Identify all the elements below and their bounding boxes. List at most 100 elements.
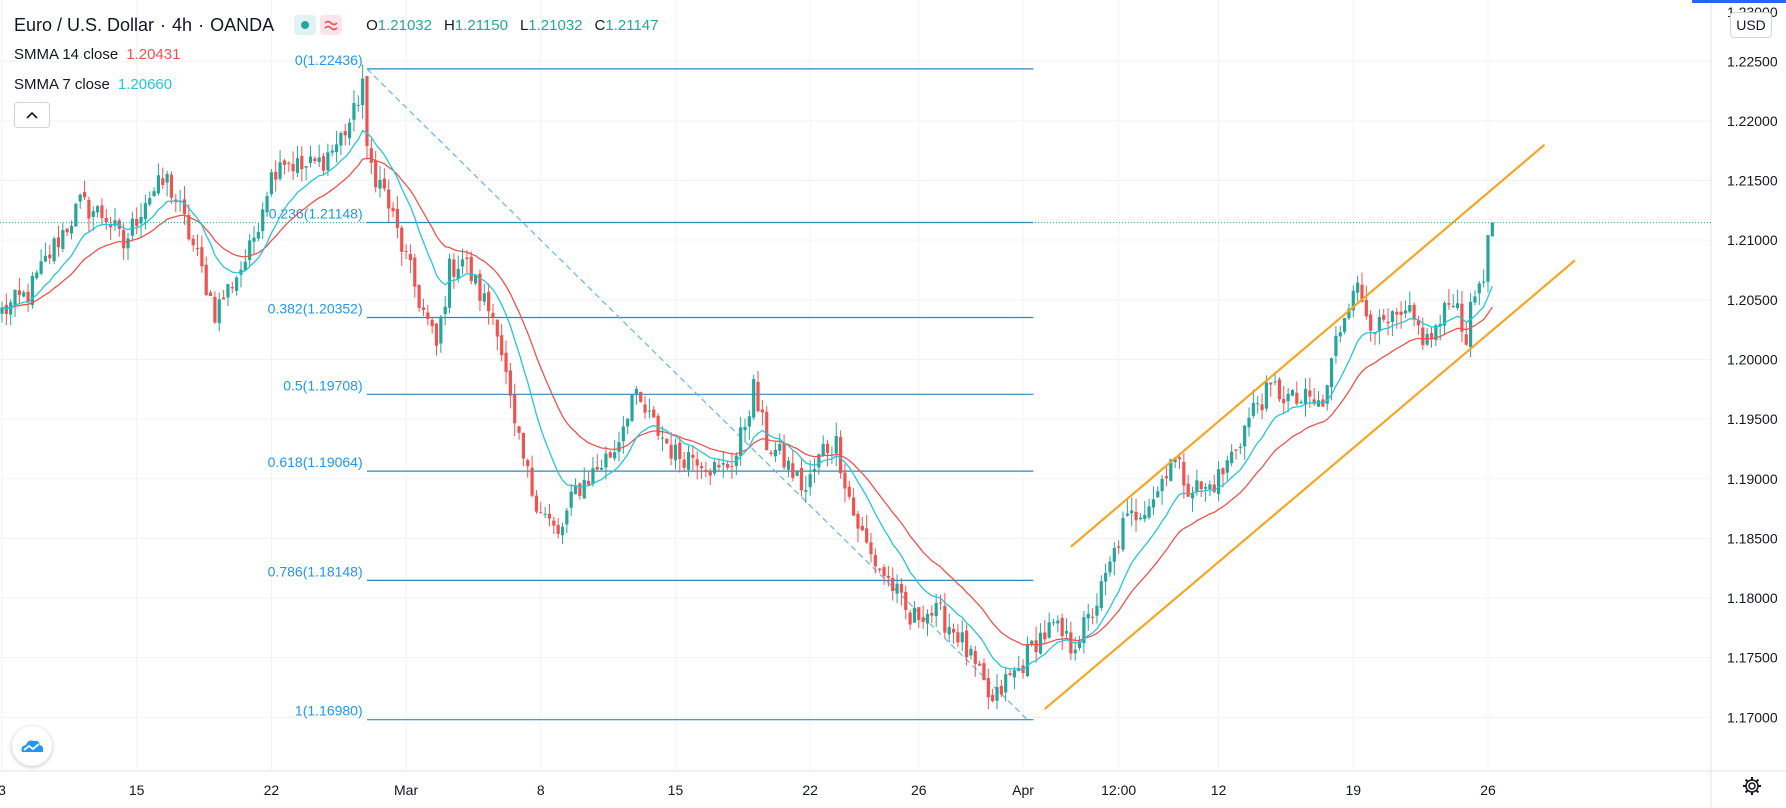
candle-body — [122, 230, 126, 249]
candle — [1047, 612, 1051, 639]
candle — [200, 235, 204, 273]
time-axis[interactable]: 3 15 22 Mar 8 15 22 26 Apr 12:00 12 19 26 — [0, 782, 1496, 798]
tradingview-logo-button[interactable] — [12, 726, 52, 766]
interval[interactable]: 4h — [172, 14, 193, 35]
candle — [1343, 317, 1347, 335]
fib-level-label: 1(1.16980) — [295, 703, 363, 719]
candle-body — [26, 291, 30, 303]
candle — [300, 146, 304, 182]
candle-body — [269, 172, 273, 195]
candle-body — [295, 158, 300, 173]
candle — [495, 319, 499, 351]
candle — [0, 301, 4, 323]
candle-body — [1073, 649, 1077, 654]
candle — [943, 592, 947, 638]
candle-body — [973, 651, 977, 664]
candle-body — [1408, 305, 1412, 312]
candle — [626, 418, 630, 435]
candle-body — [517, 426, 521, 433]
candle-body — [13, 289, 17, 305]
candle-body — [400, 227, 404, 252]
candle — [930, 605, 934, 624]
candle — [1473, 290, 1477, 306]
candle-body — [365, 76, 369, 147]
candle-body — [452, 259, 456, 277]
candle-body — [856, 513, 860, 529]
candle — [82, 180, 87, 201]
candle-body — [1308, 390, 1312, 397]
candle-body — [978, 663, 982, 666]
ohlc-low: L1.21032 — [519, 16, 583, 34]
candle-body — [930, 612, 934, 616]
candle — [1038, 623, 1043, 655]
candle-body — [912, 607, 917, 623]
candle — [1373, 332, 1377, 346]
price-axis[interactable]: 1.17000 1.17500 1.18000 1.18500 1.19000 1.195… — [1727, 4, 1778, 725]
indicator-smma7[interactable]: SMMA 7 close 1.20660 — [14, 76, 172, 93]
replay-approx-icon[interactable] — [320, 15, 343, 35]
candle-body — [226, 284, 230, 298]
candle-body — [1247, 417, 1251, 428]
candle-body — [1429, 333, 1434, 340]
candle-body — [491, 312, 495, 319]
candle-body — [652, 409, 656, 418]
x-tick-label: Apr — [1012, 782, 1034, 798]
candle-body — [1143, 514, 1147, 519]
candle-body — [934, 602, 938, 617]
candle — [860, 516, 864, 532]
settings-gear-icon[interactable] — [1738, 772, 1766, 800]
candle-body — [1108, 561, 1112, 573]
candle-body — [195, 248, 200, 250]
candle — [213, 291, 217, 325]
candle-body — [317, 157, 321, 163]
candle — [995, 674, 999, 710]
candle-body — [951, 628, 956, 633]
candle — [39, 249, 43, 276]
candle-body — [634, 388, 638, 395]
candle-body — [1138, 517, 1142, 520]
candle-body — [808, 474, 812, 488]
fibonacci-retracement[interactable]: 0(1.22436) 0.236(1.21148) 0.382(1.20352) 0.… — [268, 52, 1034, 721]
indicator-smma14[interactable]: SMMA 14 close 1.20431 — [14, 46, 180, 63]
candle — [408, 244, 413, 274]
candle — [1138, 512, 1142, 521]
y-tick-label: 1.20500 — [1727, 292, 1778, 308]
candle — [508, 362, 512, 409]
market-status-dot-icon[interactable] — [294, 15, 317, 35]
candle — [321, 152, 326, 175]
candle-body — [1373, 332, 1377, 335]
candle — [912, 601, 917, 623]
candle-body — [1043, 632, 1047, 640]
symbol-name[interactable]: Euro / U.S. Dollar — [14, 14, 155, 35]
candle — [382, 168, 386, 192]
candle — [669, 431, 673, 466]
candle — [1382, 308, 1386, 323]
candle — [274, 160, 278, 192]
candle-body — [356, 104, 360, 106]
ascending-channel[interactable] — [1044, 143, 1576, 710]
candle-body — [1277, 379, 1282, 400]
candle-body — [330, 150, 334, 153]
candle-body — [308, 156, 313, 164]
candle-body — [791, 463, 795, 478]
candle-body — [1243, 425, 1247, 447]
collapse-legend-button[interactable] — [14, 102, 50, 128]
candle-body — [208, 292, 213, 296]
candle — [856, 510, 860, 543]
candle-body — [556, 525, 560, 534]
x-tick-label: 22 — [264, 782, 280, 798]
candle — [387, 179, 391, 223]
candle — [278, 150, 282, 181]
candle — [426, 304, 430, 326]
candle — [43, 242, 48, 263]
candle-body — [1047, 622, 1051, 638]
candle-body — [760, 409, 764, 413]
candle-body — [1230, 451, 1234, 464]
candle-body — [130, 218, 134, 236]
currency-button[interactable]: USD — [1730, 12, 1772, 38]
y-tick-label: 1.22000 — [1727, 113, 1778, 129]
candle-body — [513, 394, 517, 424]
candle — [1199, 480, 1203, 497]
candle-body — [204, 264, 208, 296]
